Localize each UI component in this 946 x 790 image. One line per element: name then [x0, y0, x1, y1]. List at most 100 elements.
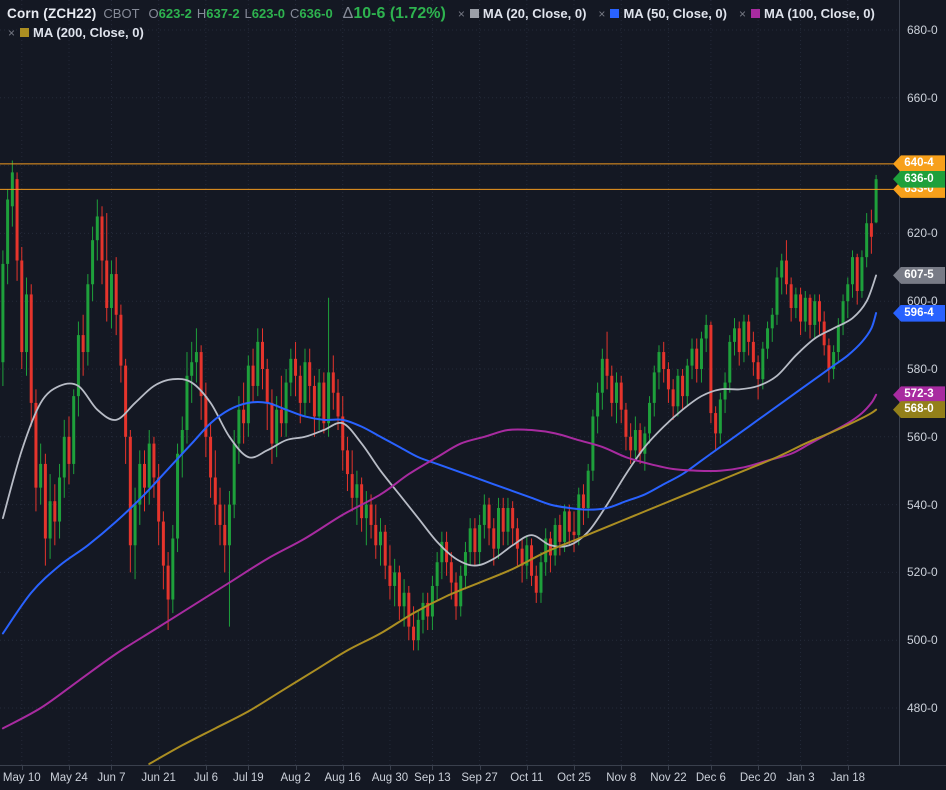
- high-value: 637-2: [206, 6, 240, 21]
- close-icon[interactable]: ×: [598, 6, 606, 21]
- candle-body: [298, 375, 302, 403]
- candle-body: [619, 382, 623, 410]
- close-icon[interactable]: ×: [738, 6, 746, 21]
- candle-body: [577, 494, 581, 536]
- candle-body: [109, 274, 113, 308]
- candle-body: [567, 511, 571, 532]
- candle-body: [581, 494, 585, 508]
- indicator-label: MA (20, Close, 0): [482, 6, 587, 21]
- candle-body: [147, 443, 151, 488]
- candle-body: [416, 619, 420, 641]
- legend-row-ma200: × MA (200, Close, 0): [7, 23, 875, 42]
- ma-line-200[interactable]: [148, 408, 878, 765]
- candle-body: [194, 352, 198, 363]
- candle-body: [733, 328, 736, 342]
- close-icon[interactable]: ×: [8, 25, 16, 40]
- candle-body: [303, 362, 307, 403]
- candle-body: [662, 352, 666, 369]
- price-tick-label: 560-0: [907, 429, 938, 444]
- candle-body: [600, 358, 604, 393]
- open-key: O: [148, 6, 159, 21]
- ma-line-20[interactable]: [2, 274, 877, 567]
- exchange-label: CBOT: [103, 6, 140, 21]
- price-chart[interactable]: [0, 0, 899, 765]
- price-axis[interactable]: 680-0 660-0 620-0 600-0 580-0 560-0 540-0 520-0…: [893, 0, 946, 765]
- candle-body: [563, 511, 567, 542]
- indicator-ma20[interactable]: × MA (20, Close, 0): [457, 6, 587, 21]
- candle-body: [331, 372, 335, 393]
- candle-body: [534, 575, 538, 593]
- time-tick: [847, 766, 849, 770]
- candle-body: [497, 507, 500, 549]
- candle-body: [633, 430, 637, 451]
- candle-body: [284, 382, 288, 424]
- candle-body: [421, 602, 425, 620]
- candle-body: [261, 341, 264, 369]
- candle-body: [681, 375, 685, 397]
- candle-body: [100, 216, 104, 261]
- candle-body: [199, 352, 203, 397]
- ma-line-100[interactable]: [1, 393, 878, 730]
- close-icon[interactable]: ×: [457, 6, 465, 21]
- candle-body: [794, 294, 798, 308]
- candle-body: [468, 528, 472, 553]
- candle-body: [671, 389, 675, 407]
- time-label: Jan 3: [786, 772, 815, 784]
- candle-body: [440, 541, 444, 563]
- candle-body: [143, 463, 146, 488]
- candle-body: [515, 528, 519, 549]
- candle-body: [407, 592, 411, 627]
- candle-body: [48, 501, 52, 539]
- candle-body: [478, 524, 482, 553]
- candle-body: [817, 301, 821, 322]
- candle-body: [322, 382, 326, 424]
- ma-line-50[interactable]: [1, 312, 878, 635]
- candle-body: [242, 409, 246, 424]
- candle-body: [756, 362, 760, 380]
- candle-body: [643, 433, 647, 454]
- candle-body: [128, 436, 132, 546]
- candle-body: [119, 314, 123, 366]
- candle-body: [482, 504, 486, 525]
- symbol-title[interactable]: Corn (ZCH22): [7, 6, 97, 21]
- candle-body: [279, 409, 283, 424]
- time-label: Jul 19: [232, 772, 264, 784]
- candle-body: [138, 463, 142, 505]
- ma100-swatch-icon: [751, 9, 760, 18]
- candle-body: [596, 392, 600, 417]
- time-label: Aug 2: [280, 772, 311, 784]
- indicator-ma100[interactable]: × MA (100, Close, 0): [738, 6, 875, 21]
- candle-body: [360, 484, 364, 519]
- candle-body: [813, 301, 817, 325]
- time-tick: [710, 766, 712, 770]
- candle-body: [379, 531, 382, 546]
- candle-body: [341, 416, 345, 451]
- candle-body: [308, 362, 312, 386]
- candle-body: [629, 436, 633, 451]
- candle-body: [520, 548, 524, 566]
- candle-body: [336, 392, 340, 417]
- candle-body: [345, 450, 349, 475]
- candle-body: [610, 375, 614, 403]
- candle-body: [133, 504, 137, 546]
- indicator-ma200[interactable]: × MA (200, Close, 0): [7, 25, 144, 40]
- indicator-ma50[interactable]: × MA (50, Close, 0): [597, 6, 727, 21]
- indicator-label: MA (200, Close, 0): [33, 25, 144, 40]
- time-label: Aug 30: [371, 772, 409, 784]
- time-tick: [432, 766, 434, 770]
- time-tick: [668, 766, 670, 770]
- candle-body: [699, 338, 703, 369]
- candle-body: [86, 284, 90, 353]
- candle-body: [501, 507, 505, 532]
- candle-body: [43, 463, 47, 539]
- candle-body: [58, 477, 62, 522]
- candle-body: [723, 382, 727, 400]
- time-label: May 24: [50, 772, 88, 784]
- candle-body: [185, 375, 189, 431]
- price-badge: 636-0: [893, 170, 945, 188]
- time-axis[interactable]: May 10 May 24 Jun 7 Jun 21 Jul 6 Jul 19 Aug 2 A…: [0, 765, 946, 790]
- candle-body: [246, 365, 250, 424]
- candle-body: [171, 538, 175, 600]
- candle-body: [851, 257, 854, 285]
- time-label: Jan 18: [830, 772, 866, 784]
